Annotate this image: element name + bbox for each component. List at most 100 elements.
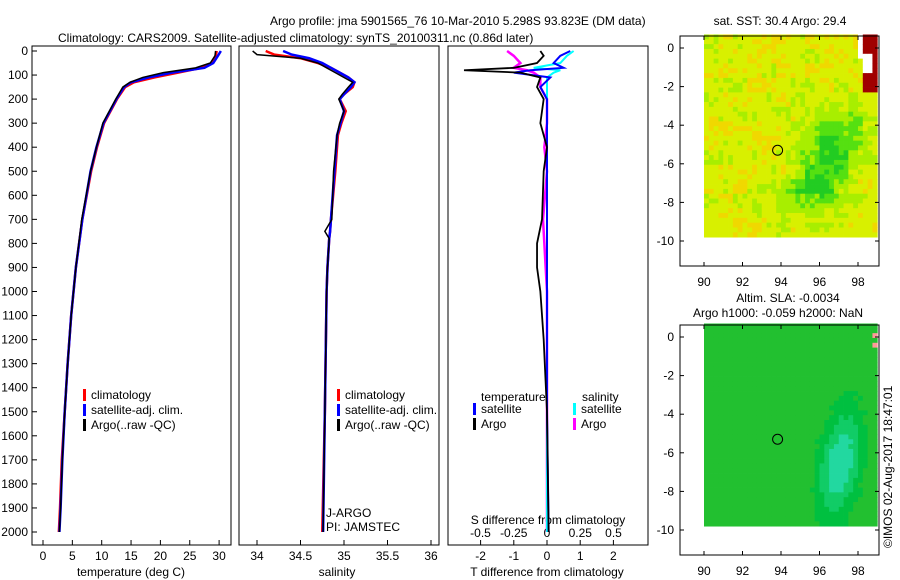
map-cell: [824, 516, 830, 522]
map-cell: [790, 53, 796, 59]
map-cell: [872, 116, 878, 122]
map-cell: [843, 439, 849, 445]
map-cell: [708, 97, 715, 103]
map-cell: [723, 487, 729, 493]
map-cell: [800, 203, 806, 209]
map-cell: [785, 400, 792, 406]
map-cell: [809, 68, 816, 74]
map-cell: [747, 381, 753, 387]
map-cell: [718, 208, 724, 214]
map-cell: [862, 347, 869, 353]
map-cell: [776, 203, 782, 209]
map-cell: [781, 73, 787, 79]
map-cell: [747, 198, 753, 204]
map-cell: [718, 434, 724, 440]
map-cell: [833, 511, 840, 517]
map-cell: [756, 164, 763, 170]
map-cell: [858, 511, 864, 517]
map-cell: [805, 159, 811, 166]
map-cell: [747, 477, 753, 484]
map-cell: [737, 352, 743, 358]
y-tick-label: 1500: [1, 405, 28, 419]
map-cell: [752, 97, 758, 103]
map-cell: [732, 227, 739, 233]
map-cell: [838, 477, 844, 484]
map-cell: [708, 376, 715, 382]
map-cell: [853, 362, 859, 368]
map-cell: [848, 400, 854, 406]
map-cell: [766, 424, 772, 431]
map-cell: [728, 419, 734, 426]
map-cell: [814, 400, 820, 406]
map-cell: [781, 227, 787, 233]
map-cell: [771, 150, 777, 156]
map-cell: [728, 415, 734, 421]
map-cell: [781, 77, 787, 84]
map-cell: [737, 53, 743, 59]
x-tick-label: 98: [851, 275, 865, 289]
map-cell: [708, 357, 715, 363]
map-cell: [718, 135, 724, 142]
map-cell: [824, 121, 830, 127]
map-cell: [742, 323, 748, 329]
map-cell: [805, 511, 811, 517]
map-cell: [785, 208, 792, 214]
map-cell: [742, 227, 748, 233]
map-cell: [838, 410, 844, 416]
map-cell: [752, 511, 758, 517]
map-cell: [848, 405, 854, 411]
map-cell: [867, 217, 873, 224]
map-cell: [790, 155, 796, 161]
map-cell: [756, 410, 763, 416]
map-cell: [752, 473, 758, 479]
map-cell: [848, 410, 854, 416]
map-cell: [747, 68, 753, 74]
map-cell: [858, 217, 864, 224]
legend-label: Argo(..raw -QC): [345, 418, 430, 432]
map-cell: [858, 208, 864, 214]
map-cell: [723, 169, 729, 175]
map-cell: [785, 511, 792, 517]
map-cell: [814, 58, 820, 64]
map-cell: [776, 44, 782, 50]
map-cell: [833, 473, 840, 479]
map-cell: [781, 155, 787, 161]
y-tick-label: -4: [663, 118, 674, 132]
map-cell: [843, 371, 849, 377]
map-cell: [853, 357, 859, 363]
map-cell: [704, 58, 710, 64]
map-cell: [829, 502, 835, 508]
map-cell: [781, 68, 787, 74]
map-cell: [833, 130, 840, 137]
map-cell: [713, 405, 719, 411]
map-cell: [756, 352, 763, 358]
map-cell: [728, 150, 734, 156]
map-cell: [732, 174, 739, 180]
map-cell: [843, 121, 849, 127]
map-cell: [766, 63, 772, 69]
map-cell: [805, 198, 811, 204]
map-cell: [756, 111, 763, 117]
map-cell: [732, 92, 739, 98]
map-cell: [795, 511, 801, 517]
map-cell: [708, 155, 715, 161]
map-cell: [708, 347, 715, 353]
map-cell: [809, 102, 816, 108]
map-cell: [761, 111, 767, 117]
map-cell: [723, 458, 729, 464]
map-cell: [833, 121, 840, 127]
map-cell: [732, 135, 739, 142]
map-cell: [862, 87, 869, 93]
map-cell: [819, 164, 825, 170]
map-cell: [809, 391, 816, 397]
map-cell: [872, 68, 878, 74]
map-cell: [790, 492, 796, 498]
map-cell: [771, 391, 777, 397]
y-tick-label: 1800: [1, 477, 28, 491]
map-cell: [761, 506, 767, 513]
map-cell: [872, 92, 878, 98]
map-cell: [829, 135, 835, 142]
map-cell: [771, 453, 777, 459]
map-cell: [838, 352, 844, 358]
map-cell: [790, 502, 796, 508]
